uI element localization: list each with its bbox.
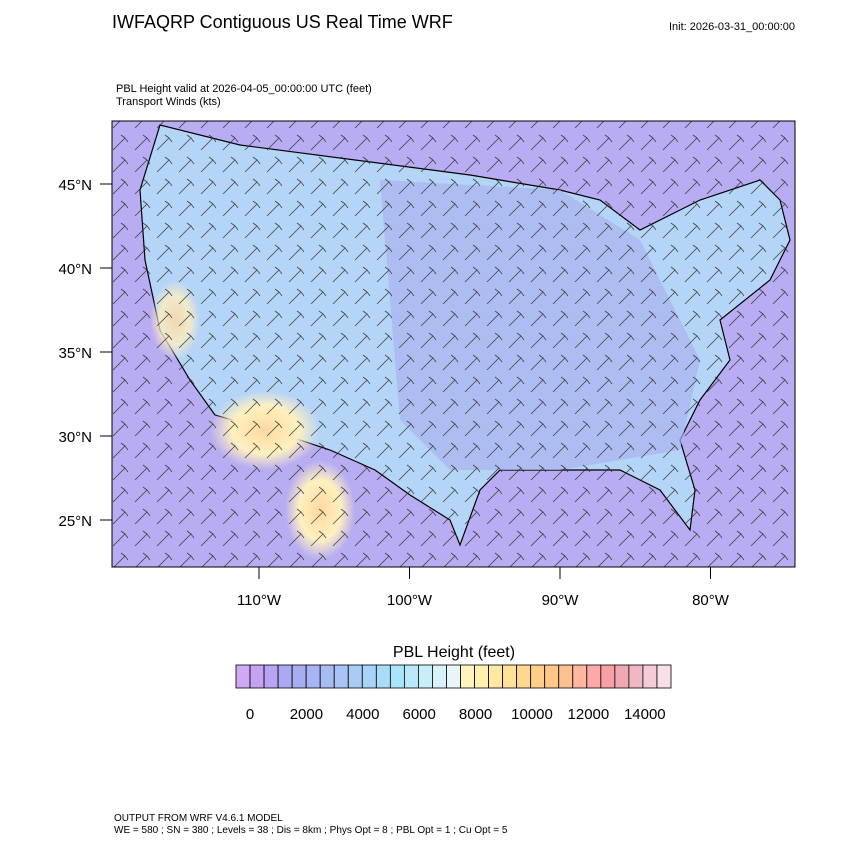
lon-label: 90°W bbox=[542, 592, 580, 609]
colorbar-box bbox=[446, 664, 461, 689]
colorbar-box bbox=[389, 664, 405, 689]
lat-label: 40°N bbox=[58, 261, 92, 278]
colorbar-label: 4000 bbox=[346, 706, 379, 723]
title: IWFAQRP Contiguous US Real Time WRF bbox=[112, 12, 453, 32]
footer-line: WE = 580 ; SN = 380 ; Levels = 38 ; Dis … bbox=[114, 825, 508, 836]
colorbar-box bbox=[333, 664, 349, 689]
colorbar-label: 14000 bbox=[624, 706, 666, 723]
lat-label: 45°N bbox=[58, 177, 92, 194]
lat-label: 35°N bbox=[58, 345, 92, 362]
colorbar-box bbox=[628, 664, 644, 689]
colorbar-title: PBL Height (feet) bbox=[393, 644, 515, 661]
lon-label: 100°W bbox=[387, 592, 433, 609]
colorbar-box bbox=[558, 664, 574, 689]
colorbar-box bbox=[656, 664, 672, 689]
colorbar-box bbox=[488, 664, 504, 689]
colorbar-label: 12000 bbox=[568, 706, 610, 723]
lat-label: 25°N bbox=[58, 513, 92, 530]
colorbar-box bbox=[305, 664, 321, 689]
colorbar-label: 6000 bbox=[403, 706, 436, 723]
colorbar-box bbox=[277, 664, 293, 689]
colorbar-box bbox=[516, 664, 532, 689]
colorbar-box bbox=[375, 664, 391, 689]
colorbar-box bbox=[291, 664, 307, 689]
colorbar-box bbox=[474, 664, 489, 689]
colorbar-label: 2000 bbox=[290, 706, 323, 723]
colorbar-box bbox=[403, 664, 419, 689]
colorbar-box bbox=[600, 664, 616, 689]
colorbar-label: 8000 bbox=[459, 706, 492, 723]
wind-label: Transport Winds (kts) bbox=[116, 96, 221, 108]
colorbar-label: 10000 bbox=[511, 706, 553, 723]
field-label: PBL Height valid at 2026-04-05_00:00:00 … bbox=[116, 83, 372, 95]
colorbar-box bbox=[347, 664, 363, 689]
colorbar-box bbox=[614, 664, 630, 689]
colorbar-box bbox=[502, 664, 518, 689]
colorbar-box bbox=[642, 664, 658, 689]
map-field bbox=[112, 121, 795, 567]
colorbar-box bbox=[319, 664, 335, 689]
colorbar-box bbox=[235, 664, 251, 689]
colorbar-box bbox=[361, 664, 377, 689]
colorbar-label: 0 bbox=[246, 706, 254, 723]
footer-line: OUTPUT FROM WRF V4.6.1 MODEL bbox=[114, 813, 283, 824]
lat-label: 30°N bbox=[58, 429, 92, 446]
map-frame bbox=[111, 120, 796, 568]
colorbar-box bbox=[418, 664, 433, 689]
colorbar-box bbox=[586, 664, 602, 689]
colorbar-box bbox=[572, 664, 588, 689]
colorbar-box bbox=[263, 664, 279, 689]
colorbar-box bbox=[544, 664, 560, 689]
colorbar-box bbox=[249, 664, 265, 689]
lon-label: 110°W bbox=[237, 592, 282, 609]
lon-label: 80°W bbox=[692, 592, 730, 609]
colorbar-box bbox=[530, 664, 546, 689]
colorbar-box bbox=[432, 664, 447, 689]
init-time: Init: 2026-03-31_00:00:00 bbox=[669, 21, 795, 33]
colorbar-box bbox=[460, 664, 475, 689]
